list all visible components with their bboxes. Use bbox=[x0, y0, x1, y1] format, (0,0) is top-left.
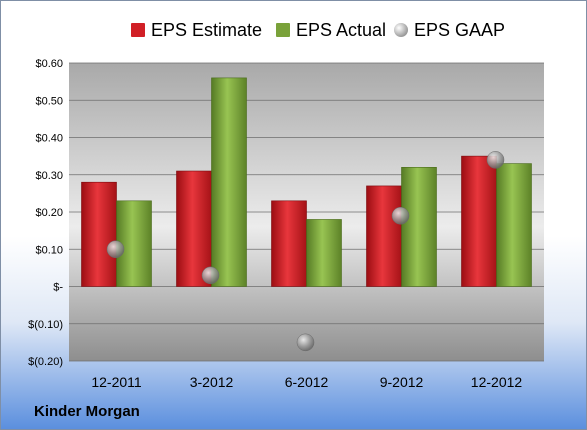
legend-item-eps-actual: EPS Actual bbox=[276, 17, 386, 43]
legend-item-eps-gaap: EPS GAAP bbox=[394, 17, 505, 43]
point-eps-gaap bbox=[391, 206, 410, 225]
y-tick-label: $0.50 bbox=[35, 95, 63, 107]
y-tick-label: $0.20 bbox=[35, 207, 63, 219]
bar-eps-estimate bbox=[81, 181, 117, 287]
bar-eps-actual bbox=[211, 77, 247, 287]
y-tick-label: $- bbox=[53, 282, 63, 294]
x-tick-label: 12-2011 bbox=[91, 374, 142, 390]
legend-item-eps-estimate: EPS Estimate bbox=[131, 17, 262, 43]
y-tick-label: $(0.20) bbox=[28, 356, 63, 368]
point-eps-gaap bbox=[106, 240, 125, 258]
x-tick-label: 12-2012 bbox=[471, 374, 523, 390]
legend-swatch-eps-estimate bbox=[131, 23, 145, 37]
bar-eps-actual bbox=[306, 219, 342, 287]
bar-eps-estimate bbox=[461, 155, 497, 287]
x-tick-label: 3-2012 bbox=[190, 374, 234, 390]
point-eps-gaap bbox=[296, 333, 315, 352]
bar-eps-estimate bbox=[271, 200, 307, 287]
y-tick-label: $0.60 bbox=[35, 58, 63, 70]
x-tick-label: 6-2012 bbox=[285, 374, 329, 390]
legend: EPS Estimate EPS Actual EPS GAAP bbox=[1, 17, 586, 43]
bar-eps-estimate bbox=[176, 170, 212, 287]
company-name: Kinder Morgan bbox=[34, 403, 140, 420]
y-tick-label: $0.40 bbox=[35, 133, 63, 145]
legend-swatch-eps-actual bbox=[276, 23, 290, 37]
bar-eps-actual bbox=[496, 163, 532, 287]
point-eps-gaap bbox=[486, 151, 505, 169]
bar-eps-actual bbox=[116, 200, 152, 287]
bar-eps-actual bbox=[401, 167, 437, 287]
y-tick-label: $0.10 bbox=[35, 244, 63, 256]
legend-label-eps-actual: EPS Actual bbox=[296, 19, 387, 40]
legend-label-eps-gaap: EPS GAAP bbox=[414, 19, 506, 40]
x-tick-label: 9-2012 bbox=[380, 374, 424, 390]
point-eps-gaap bbox=[201, 266, 220, 285]
y-tick-label: $(0.10) bbox=[28, 319, 63, 331]
legend-label-eps-estimate: EPS Estimate bbox=[151, 19, 263, 40]
legend-swatch-eps-gaap bbox=[394, 23, 408, 37]
y-tick-label: $0.30 bbox=[35, 170, 63, 182]
bar-eps-estimate bbox=[366, 185, 402, 287]
